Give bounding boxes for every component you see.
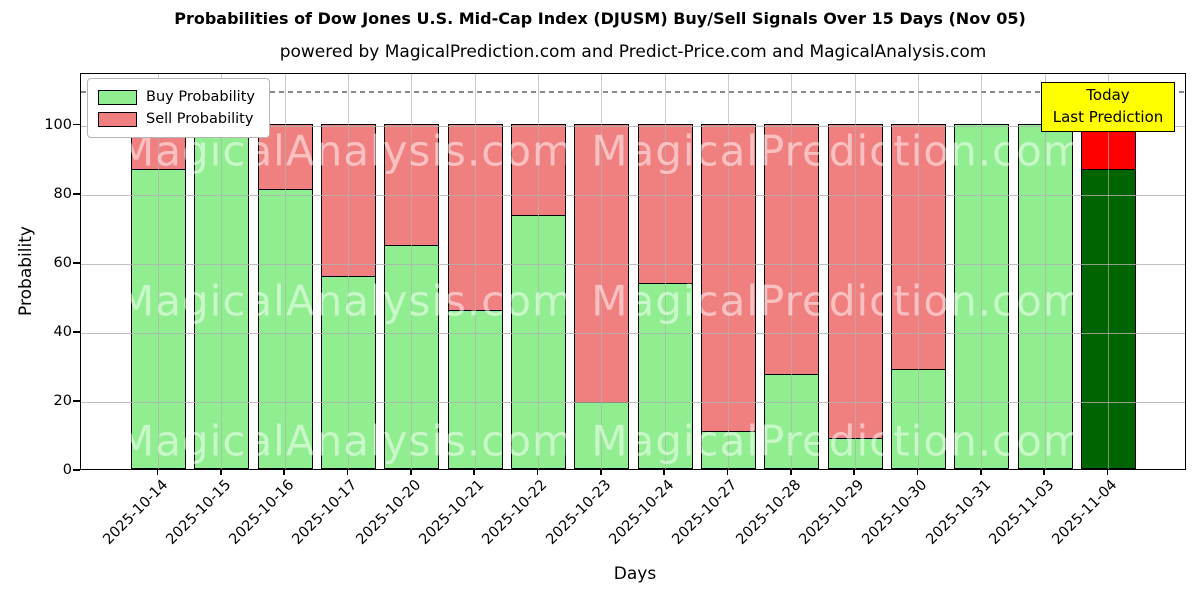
gridline-v <box>727 74 729 469</box>
gridline-v <box>158 74 159 469</box>
gridline-v <box>221 74 223 469</box>
today-annotation-line1: Today <box>1086 86 1130 104</box>
gridline-v <box>917 74 919 469</box>
gridline-h <box>81 401 1185 403</box>
watermark-text: MagicalPrediction.com <box>591 276 1085 326</box>
y-tick <box>73 469 80 471</box>
gridline-h <box>81 332 1185 334</box>
gridline-v <box>347 74 349 469</box>
x-tick <box>220 470 222 475</box>
watermark-text: MagicalAnalysis.com <box>118 276 574 326</box>
x-tick <box>1106 470 1109 475</box>
x-tick <box>790 470 792 475</box>
gridline-v <box>601 74 603 469</box>
gridline-v <box>981 74 983 469</box>
x-tick <box>156 470 159 475</box>
x-tick <box>346 470 349 475</box>
legend-item-buy: Buy Probability <box>98 86 255 108</box>
x-tick <box>1043 470 1045 475</box>
gridline-v <box>537 74 539 469</box>
legend-label-sell: Sell Probability <box>146 111 254 127</box>
watermark-text: MagicalPrediction.com <box>591 416 1085 466</box>
gridline-h <box>81 263 1185 265</box>
y-tick <box>73 331 80 333</box>
gridline-v <box>411 74 413 469</box>
x-tick <box>536 470 539 475</box>
chart-title: Probabilities of Dow Jones U.S. Mid-Cap … <box>174 9 1026 28</box>
y-tick-label: 40 <box>53 323 72 340</box>
gridline-h <box>81 125 1185 127</box>
x-tick <box>853 470 855 475</box>
y-tick-label: 20 <box>53 392 72 409</box>
gridline-h <box>81 194 1185 196</box>
gridline-v <box>474 74 476 469</box>
y-tick-label: 0 <box>62 462 72 478</box>
y-tick-label: 80 <box>53 185 72 202</box>
watermark-text: MagicalPrediction.com <box>591 126 1085 176</box>
x-tick <box>410 470 412 475</box>
legend: Buy Probability Sell Probability <box>87 78 270 138</box>
watermark-text: MagicalAnalysis.com <box>118 416 574 466</box>
x-tick <box>726 470 729 475</box>
x-tick <box>916 470 919 475</box>
x-tick <box>980 470 982 475</box>
x-tick <box>473 470 475 475</box>
legend-label-buy: Buy Probability <box>146 89 255 105</box>
threshold-line <box>81 91 1185 93</box>
gridline-v <box>1107 74 1109 469</box>
today-annotation: Today Last Prediction <box>1041 82 1175 132</box>
y-tick <box>73 193 80 195</box>
legend-item-sell: Sell Probability <box>98 108 255 130</box>
gridline-v <box>1044 74 1046 469</box>
gridline-v <box>284 74 286 469</box>
plot-area: MagicalAnalysis.com MagicalPrediction.com… <box>80 73 1186 470</box>
y-tick <box>73 124 80 126</box>
y-tick <box>73 400 80 402</box>
y-tick-label: 100 <box>44 116 72 133</box>
gridline-v <box>791 74 793 469</box>
x-tick <box>600 470 602 475</box>
today-annotation-line2: Last Prediction <box>1052 107 1164 126</box>
gridline-v <box>854 74 856 469</box>
y-tick <box>73 262 80 264</box>
legend-swatch-sell <box>98 111 137 127</box>
legend-swatch-buy <box>98 89 137 105</box>
x-tick <box>283 470 285 475</box>
x-tick <box>663 470 665 475</box>
y-tick-label: 60 <box>53 254 72 271</box>
x-axis-label: Days <box>613 564 657 584</box>
gridline-v <box>664 74 666 469</box>
chart-subtitle: powered by MagicalPrediction.com and Pre… <box>279 42 987 62</box>
